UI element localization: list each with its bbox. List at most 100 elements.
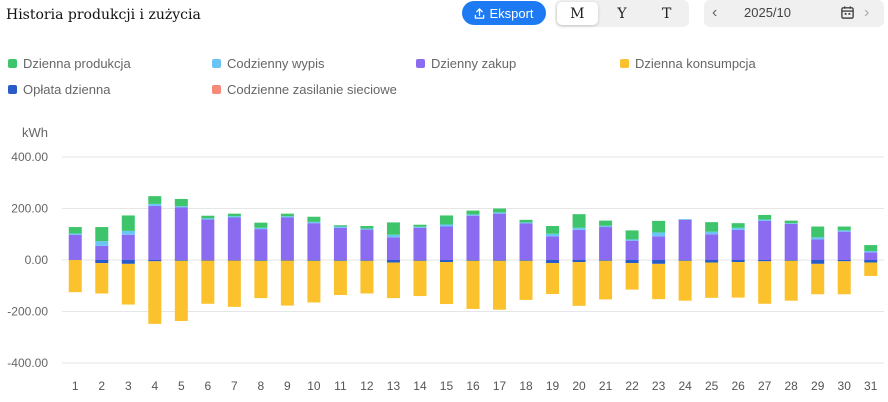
x-tick-label: 20	[572, 379, 586, 393]
bar-segment	[546, 233, 560, 237]
x-tick-label: 14	[413, 379, 427, 393]
bar-segment	[95, 263, 109, 294]
bar-segment	[466, 260, 480, 261]
bar-segment	[599, 260, 613, 261]
date-value[interactable]: 2025/10	[744, 5, 791, 20]
bar-segment	[201, 260, 215, 304]
bar-segment	[466, 210, 480, 215]
x-tick-label: 25	[705, 379, 719, 393]
legend-label: Codzienne zasilanie sieciowe	[227, 82, 397, 97]
bar-segment	[68, 234, 82, 260]
x-tick-label: 31	[864, 379, 878, 393]
bar-segment	[519, 222, 533, 224]
period-selector: M Y T	[555, 0, 689, 27]
legend-label: Dzienna produkcja	[23, 56, 131, 71]
bar-segment	[201, 260, 215, 261]
bar-segment	[546, 236, 560, 260]
x-tick-label: 15	[440, 379, 454, 393]
legend-item-discharge[interactable]: Codzienny wypis	[212, 56, 325, 71]
bar-segment	[466, 214, 480, 216]
bar-segment	[333, 226, 347, 228]
chevron-right-icon[interactable]: ›	[864, 4, 870, 21]
bar-segment	[572, 214, 586, 228]
bar-segment	[413, 260, 427, 297]
y-axis-unit-label: kWh	[22, 125, 48, 140]
bar-segment	[360, 260, 374, 261]
bar-segment	[307, 223, 321, 260]
bar-segment	[95, 227, 109, 242]
bar-segment	[546, 263, 560, 294]
bar-segment	[174, 207, 188, 260]
bar-segment	[652, 236, 666, 260]
legend-item-grid-supply[interactable]: Codzienne zasilanie sieciowe	[212, 82, 397, 97]
legend-swatch	[8, 85, 17, 94]
bar-segment	[148, 261, 162, 324]
bar-segment	[121, 234, 135, 260]
bar-segment	[386, 222, 400, 235]
bar-segment	[121, 230, 135, 235]
bar-segment	[201, 218, 215, 220]
bar-segment	[599, 260, 613, 300]
bar-segment	[625, 263, 639, 290]
x-tick-label: 30	[838, 379, 852, 393]
period-month-option[interactable]: M	[557, 2, 598, 25]
bar-segment	[758, 219, 772, 221]
x-tick-label: 29	[811, 379, 825, 393]
period-total-option[interactable]: T	[662, 5, 672, 22]
legend-swatch	[212, 59, 221, 68]
bar-segment	[731, 262, 745, 298]
x-tick-label: 10	[307, 379, 321, 393]
bar-segment	[227, 213, 241, 217]
bar-segment	[493, 260, 507, 310]
legend-item-production[interactable]: Dzienna produkcja	[8, 56, 131, 71]
bar-segment	[546, 260, 560, 264]
calendar-icon[interactable]	[840, 5, 855, 20]
bar-segment	[254, 260, 268, 261]
bar-segment	[572, 227, 586, 230]
y-tick-label: 0.00	[25, 253, 49, 267]
bar-segment	[439, 262, 453, 305]
bar-segment	[360, 228, 374, 230]
bar-segment	[811, 260, 825, 264]
bar-segment	[386, 234, 400, 238]
bar-segment	[493, 212, 507, 214]
bar-segment	[546, 226, 560, 234]
bar-segment	[227, 217, 241, 260]
bar-segment	[174, 206, 188, 208]
legend-item-purchase[interactable]: Dzienny zakup	[416, 56, 516, 71]
bar-segment	[811, 263, 825, 295]
x-tick-label: 7	[231, 379, 238, 393]
x-tick-label: 13	[387, 379, 401, 393]
bar-segment	[227, 260, 241, 307]
bar-segment	[625, 230, 639, 240]
x-tick-label: 18	[519, 379, 533, 393]
export-label: Eksport	[489, 5, 534, 21]
bar-segment	[731, 227, 745, 230]
y-tick-label: 400.00	[11, 150, 48, 164]
period-year-option[interactable]: Y	[617, 5, 627, 22]
bar-segment	[625, 260, 639, 264]
bar-segment	[307, 260, 321, 303]
legend-label: Dzienna konsumpcja	[635, 56, 756, 71]
bar-segment	[864, 260, 878, 263]
export-button[interactable]: Eksport	[462, 1, 546, 25]
bar-segment	[307, 221, 321, 224]
bar-segment	[758, 260, 772, 262]
chevron-left-icon[interactable]: ‹	[712, 4, 718, 21]
bar-segment	[413, 227, 427, 260]
bar-segment	[837, 226, 851, 231]
legend-label: Dzienny zakup	[431, 56, 517, 71]
legend-item-consumption[interactable]: Dzienna konsumpcja	[620, 56, 756, 71]
x-tick-label: 26	[731, 379, 745, 393]
x-tick-label: 24	[678, 379, 692, 393]
bar-segment	[333, 260, 347, 261]
bar-segment	[307, 260, 321, 261]
bar-segment	[519, 223, 533, 260]
bar-segment	[784, 260, 798, 261]
bar-segment	[148, 260, 162, 262]
bar-segment	[652, 260, 666, 264]
legend-item-fee[interactable]: Opłata dzienna	[8, 82, 110, 97]
bar-segment	[493, 208, 507, 213]
bar-segment	[466, 260, 480, 309]
bar-segment	[864, 250, 878, 253]
